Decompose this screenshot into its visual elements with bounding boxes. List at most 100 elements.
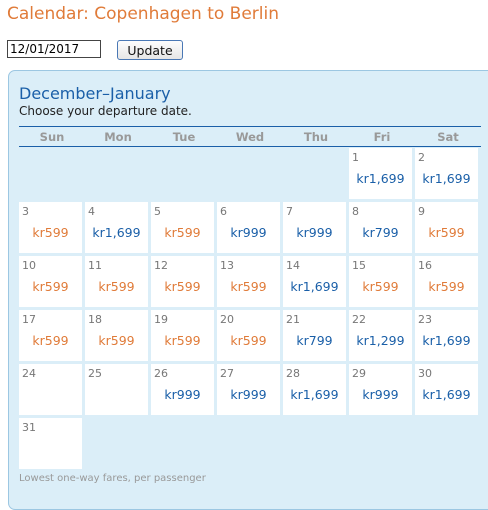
calendar-day-cell: 24 bbox=[19, 364, 82, 415]
day-number: 2 bbox=[418, 151, 425, 164]
calendar-day-cell[interactable]: 14 kr1,699 bbox=[283, 256, 346, 307]
day-number: 11 bbox=[88, 259, 102, 272]
fare-link[interactable]: kr599 bbox=[164, 279, 201, 294]
calendar-day-cell[interactable]: 17 kr599 bbox=[19, 310, 82, 361]
day-number: 25 bbox=[88, 367, 102, 380]
day-number: 3 bbox=[22, 205, 29, 218]
fare-link[interactable]: kr1,699 bbox=[422, 333, 471, 348]
fare-link[interactable]: kr999 bbox=[230, 225, 267, 240]
weekday-tue: Tue bbox=[172, 130, 196, 144]
fare-link[interactable]: kr1,699 bbox=[290, 279, 339, 294]
calendar-day-cell[interactable]: 28 kr1,699 bbox=[283, 364, 346, 415]
calendar-day-cell[interactable]: 5 kr599 bbox=[151, 202, 214, 253]
fare-link[interactable]: kr1,699 bbox=[422, 171, 471, 186]
fare-link[interactable]: kr599 bbox=[164, 333, 201, 348]
calendar-day-cell[interactable]: 1 kr1,699 bbox=[349, 148, 412, 199]
day-number: 15 bbox=[352, 259, 366, 272]
calendar-day-cell[interactable]: 16 kr599 bbox=[415, 256, 478, 307]
fare-link[interactable]: kr599 bbox=[32, 333, 69, 348]
fare-link[interactable]: kr599 bbox=[32, 225, 69, 240]
calendar-day-cell[interactable]: 15 kr599 bbox=[349, 256, 412, 307]
day-number: 17 bbox=[22, 313, 36, 326]
fare-link[interactable]: kr999 bbox=[164, 387, 201, 402]
fare-link[interactable]: kr999 bbox=[296, 225, 333, 240]
fare-link[interactable]: kr799 bbox=[296, 333, 333, 348]
fare-link[interactable]: kr599 bbox=[428, 225, 465, 240]
calendar-day-cell[interactable]: 23 kr1,699 bbox=[415, 310, 478, 361]
calendar-day-cell[interactable]: 29 kr999 bbox=[349, 364, 412, 415]
day-number: 31 bbox=[22, 421, 36, 434]
weekday-header-top-rule bbox=[19, 126, 481, 127]
calendar-day-cell[interactable]: 10 kr599 bbox=[19, 256, 82, 307]
fare-link[interactable]: kr1,299 bbox=[356, 333, 405, 348]
calendar-day-cell[interactable]: 13 kr599 bbox=[217, 256, 280, 307]
fare-link[interactable]: kr599 bbox=[98, 333, 135, 348]
day-number: 8 bbox=[352, 205, 359, 218]
update-button[interactable]: Update bbox=[117, 40, 183, 60]
calendar-day-cell[interactable]: 7 kr999 bbox=[283, 202, 346, 253]
calendar-day-cell[interactable]: 2 kr1,699 bbox=[415, 148, 478, 199]
day-number: 5 bbox=[154, 205, 161, 218]
fare-footnote: Lowest one-way fares, per passenger bbox=[19, 473, 206, 484]
calendar-day-cell[interactable]: 8 kr799 bbox=[349, 202, 412, 253]
fare-link[interactable]: kr799 bbox=[362, 225, 399, 240]
day-number: 6 bbox=[220, 205, 227, 218]
calendar-heading: December–January bbox=[19, 84, 171, 103]
weekday-thu: Thu bbox=[303, 130, 329, 144]
fare-link[interactable]: kr599 bbox=[230, 333, 267, 348]
calendar-day-cell[interactable]: 19 kr599 bbox=[151, 310, 214, 361]
weekday-sat: Sat bbox=[437, 130, 459, 144]
calendar-day-cell[interactable]: 20 kr599 bbox=[217, 310, 280, 361]
date-input[interactable] bbox=[7, 40, 101, 58]
fare-link[interactable]: kr599 bbox=[230, 279, 267, 294]
calendar-day-cell: 31 bbox=[19, 418, 82, 469]
day-number: 22 bbox=[352, 313, 366, 326]
calendar-day-cell: 25 bbox=[85, 364, 148, 415]
day-number: 24 bbox=[22, 367, 36, 380]
fare-link[interactable]: kr599 bbox=[98, 279, 135, 294]
calendar-day-cell[interactable]: 27 kr999 bbox=[217, 364, 280, 415]
calendar-day-cell[interactable]: 6 kr999 bbox=[217, 202, 280, 253]
day-number: 29 bbox=[352, 367, 366, 380]
weekday-fri: Fri bbox=[373, 130, 391, 144]
calendar-day-cell[interactable]: 30 kr1,699 bbox=[415, 364, 478, 415]
calendar-instructions: Choose your departure date. bbox=[19, 104, 192, 118]
weekday-sun: Sun bbox=[39, 130, 65, 144]
day-number: 19 bbox=[154, 313, 168, 326]
calendar-day-cell[interactable]: 9 kr599 bbox=[415, 202, 478, 253]
fare-link[interactable]: kr599 bbox=[32, 279, 69, 294]
day-number: 20 bbox=[220, 313, 234, 326]
fare-link[interactable]: kr1,699 bbox=[290, 387, 339, 402]
calendar-day-cell[interactable]: 21 kr799 bbox=[283, 310, 346, 361]
calendar-day-cell[interactable]: 26 kr999 bbox=[151, 364, 214, 415]
day-number: 27 bbox=[220, 367, 234, 380]
weekday-header-bottom-rule bbox=[19, 146, 481, 147]
page-title: Calendar: Copenhagen to Berlin bbox=[7, 4, 279, 24]
fare-link[interactable]: kr599 bbox=[428, 279, 465, 294]
fare-link[interactable]: kr599 bbox=[362, 279, 399, 294]
day-number: 30 bbox=[418, 367, 432, 380]
calendar-day-cell[interactable]: 18 kr599 bbox=[85, 310, 148, 361]
fare-link[interactable]: kr999 bbox=[362, 387, 399, 402]
day-number: 10 bbox=[22, 259, 36, 272]
calendar-day-cell[interactable]: 4 kr1,699 bbox=[85, 202, 148, 253]
fare-link[interactable]: kr1,699 bbox=[422, 387, 471, 402]
calendar-day-cell[interactable]: 22 kr1,299 bbox=[349, 310, 412, 361]
day-number: 1 bbox=[352, 151, 359, 164]
calendar-day-cell[interactable]: 3 kr599 bbox=[19, 202, 82, 253]
fare-link[interactable]: kr999 bbox=[230, 387, 267, 402]
fare-link[interactable]: kr1,699 bbox=[92, 225, 141, 240]
fare-link[interactable]: kr599 bbox=[164, 225, 201, 240]
day-number: 14 bbox=[286, 259, 300, 272]
day-number: 16 bbox=[418, 259, 432, 272]
day-number: 21 bbox=[286, 313, 300, 326]
day-number: 12 bbox=[154, 259, 168, 272]
calendar-day-cell[interactable]: 12 kr599 bbox=[151, 256, 214, 307]
day-number: 26 bbox=[154, 367, 168, 380]
day-number: 28 bbox=[286, 367, 300, 380]
calendar-day-cell[interactable]: 11 kr599 bbox=[85, 256, 148, 307]
day-number: 18 bbox=[88, 313, 102, 326]
weekday-mon: Mon bbox=[104, 130, 132, 144]
fare-link[interactable]: kr1,699 bbox=[356, 171, 405, 186]
day-number: 23 bbox=[418, 313, 432, 326]
